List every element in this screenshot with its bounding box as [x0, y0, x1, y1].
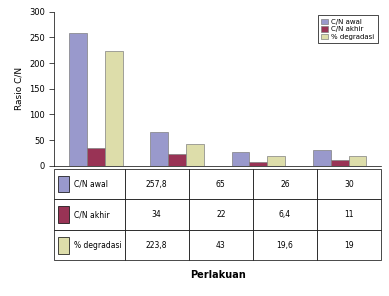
Bar	[58, 237, 69, 254]
Text: C/N akhir: C/N akhir	[74, 210, 110, 219]
Text: C/N awal: C/N awal	[74, 179, 108, 189]
Text: 223,8: 223,8	[146, 241, 168, 250]
Bar	[253, 199, 317, 230]
Bar	[313, 150, 331, 166]
Bar	[249, 163, 267, 166]
Bar	[189, 169, 253, 199]
Bar	[349, 156, 366, 166]
Bar	[125, 230, 189, 260]
Text: % degradasi: % degradasi	[74, 241, 122, 250]
Bar	[58, 176, 69, 192]
Bar	[231, 152, 249, 166]
Bar	[253, 230, 317, 260]
Text: 6,4: 6,4	[279, 210, 291, 219]
Bar	[253, 169, 317, 199]
Text: 43: 43	[216, 241, 226, 250]
Bar	[69, 33, 87, 166]
Bar	[105, 51, 123, 166]
Text: 30: 30	[344, 179, 354, 189]
Bar	[87, 148, 105, 166]
Bar	[331, 160, 349, 166]
Bar	[58, 206, 69, 223]
Text: 257,8: 257,8	[146, 179, 168, 189]
Bar	[125, 169, 189, 199]
Text: Perlakuan: Perlakuan	[190, 270, 246, 280]
Bar	[54, 199, 125, 230]
Bar	[317, 230, 381, 260]
Legend: C/N awal, C/N akhir, % degradasi: C/N awal, C/N akhir, % degradasi	[318, 15, 378, 43]
Bar	[54, 169, 125, 199]
Bar	[317, 169, 381, 199]
Text: 19: 19	[344, 241, 354, 250]
Y-axis label: Rasio C/N: Rasio C/N	[14, 67, 23, 110]
Text: 22: 22	[216, 210, 226, 219]
Text: 19,6: 19,6	[277, 241, 293, 250]
Bar	[317, 199, 381, 230]
Bar	[151, 132, 168, 166]
Text: 34: 34	[152, 210, 161, 219]
Bar	[186, 144, 204, 166]
Bar	[189, 199, 253, 230]
Bar	[125, 199, 189, 230]
Text: 11: 11	[344, 210, 354, 219]
Text: 65: 65	[216, 179, 226, 189]
Text: 26: 26	[280, 179, 290, 189]
Bar	[267, 156, 285, 166]
Bar	[189, 230, 253, 260]
Bar	[54, 230, 125, 260]
Bar	[168, 155, 186, 166]
